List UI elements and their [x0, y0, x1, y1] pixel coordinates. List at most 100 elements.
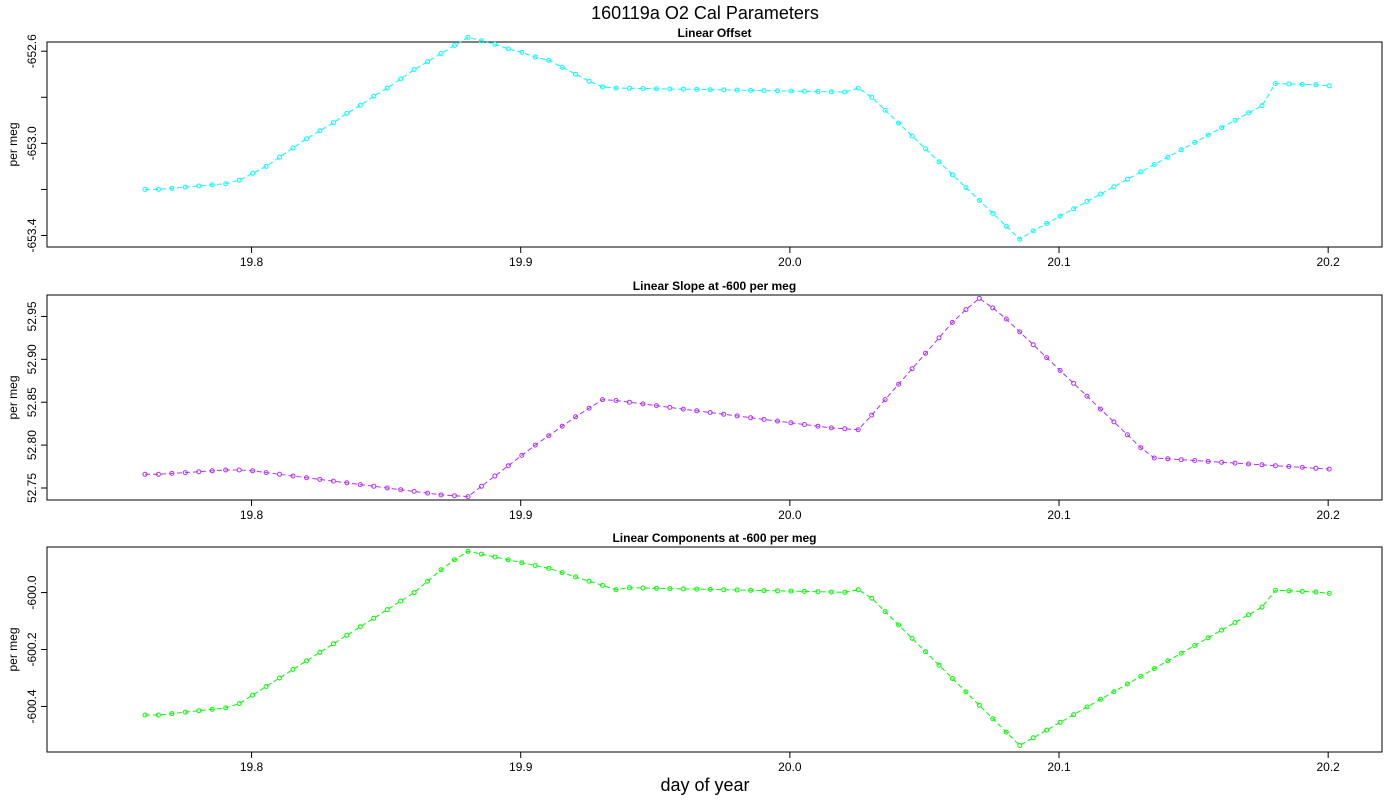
data-point	[680, 406, 686, 412]
data-point	[1205, 132, 1211, 138]
data-point	[1299, 81, 1305, 87]
data-point	[1098, 406, 1103, 412]
y-tick-label: 52.85	[25, 387, 39, 417]
data-point	[1299, 588, 1305, 594]
data-point	[842, 589, 848, 595]
data-point	[1003, 223, 1009, 229]
data-point	[1057, 719, 1063, 725]
data-point	[546, 433, 552, 439]
data-point	[505, 46, 511, 52]
data-point	[196, 469, 202, 475]
data-point	[707, 87, 713, 93]
data-point	[330, 120, 336, 126]
y-axis-label: per meg	[6, 627, 20, 671]
data-point	[1165, 154, 1171, 160]
x-tick-label: 20.1	[1047, 255, 1071, 269]
data-point	[1272, 587, 1278, 593]
data-point	[169, 711, 175, 717]
x-tick-label: 20.2	[1316, 508, 1340, 522]
data-point	[761, 416, 767, 422]
y-tick-label: -653.0	[25, 126, 39, 160]
data-point	[990, 716, 996, 722]
x-tick-label: 19.9	[509, 255, 533, 269]
data-point	[465, 548, 471, 554]
data-point	[1071, 206, 1077, 212]
data-point	[963, 185, 969, 191]
data-point	[452, 557, 457, 563]
data-point	[1084, 704, 1090, 710]
data-point	[1003, 316, 1009, 322]
data-point	[1232, 620, 1238, 625]
data-point	[290, 145, 296, 151]
x-tick-label: 19.8	[240, 255, 264, 269]
data-point	[546, 565, 552, 571]
data-point	[936, 159, 942, 165]
data-point	[1178, 457, 1184, 463]
data-point	[169, 185, 175, 191]
data-point	[411, 67, 417, 73]
data-point	[815, 589, 821, 595]
data-point	[1192, 458, 1198, 463]
data-point	[1165, 658, 1171, 664]
data-point	[1124, 681, 1130, 687]
data-point	[209, 706, 215, 712]
data-point	[694, 86, 700, 92]
data-point	[317, 649, 323, 655]
panel-title: Linear Components at -600 per meg	[612, 531, 816, 545]
data-point	[680, 586, 686, 592]
data-point	[707, 410, 713, 415]
data-point	[1111, 184, 1117, 190]
data-point	[748, 87, 754, 93]
data-point	[936, 335, 942, 341]
data-point	[371, 483, 377, 489]
data-point	[438, 51, 444, 56]
data-point	[465, 34, 471, 40]
data-point	[896, 381, 902, 387]
data-point	[600, 397, 605, 403]
data-point	[1017, 329, 1023, 335]
x-tick-label: 20.0	[778, 508, 802, 522]
data-point	[277, 471, 282, 477]
data-point	[209, 182, 215, 188]
data-point	[1326, 466, 1332, 472]
data-point	[586, 405, 592, 411]
data-point	[1246, 612, 1251, 618]
x-tick-label: 20.1	[1047, 760, 1071, 774]
data-point	[169, 470, 175, 476]
data-point	[842, 89, 848, 95]
data-point	[788, 588, 794, 594]
data-point	[1084, 393, 1090, 399]
data-point	[519, 560, 525, 566]
data-point	[640, 86, 646, 91]
data-point	[250, 468, 256, 474]
data-point	[532, 54, 538, 60]
data-point	[465, 494, 471, 500]
data-point	[371, 615, 377, 621]
data-point	[398, 598, 404, 604]
data-point	[1272, 81, 1278, 86]
data-point	[438, 492, 444, 498]
data-point	[1219, 125, 1225, 131]
data-point	[304, 475, 309, 481]
x-tick-label: 19.9	[509, 760, 533, 774]
data-point	[1151, 455, 1157, 461]
data-point	[1219, 459, 1225, 465]
data-point	[223, 181, 229, 187]
data-point	[775, 88, 780, 94]
data-point	[290, 666, 296, 672]
data-point	[923, 649, 928, 655]
data-point	[748, 587, 754, 593]
data-point	[1138, 673, 1144, 679]
data-point	[209, 468, 215, 474]
data-point	[155, 471, 161, 477]
data-point	[1151, 666, 1157, 672]
data-point	[505, 557, 511, 563]
data-point	[411, 590, 417, 596]
data-point	[801, 422, 807, 427]
data-point	[734, 87, 740, 93]
data-point	[1151, 162, 1157, 167]
data-point	[801, 88, 807, 94]
data-point	[559, 64, 565, 70]
data-point	[976, 198, 982, 203]
data-point	[694, 586, 700, 592]
